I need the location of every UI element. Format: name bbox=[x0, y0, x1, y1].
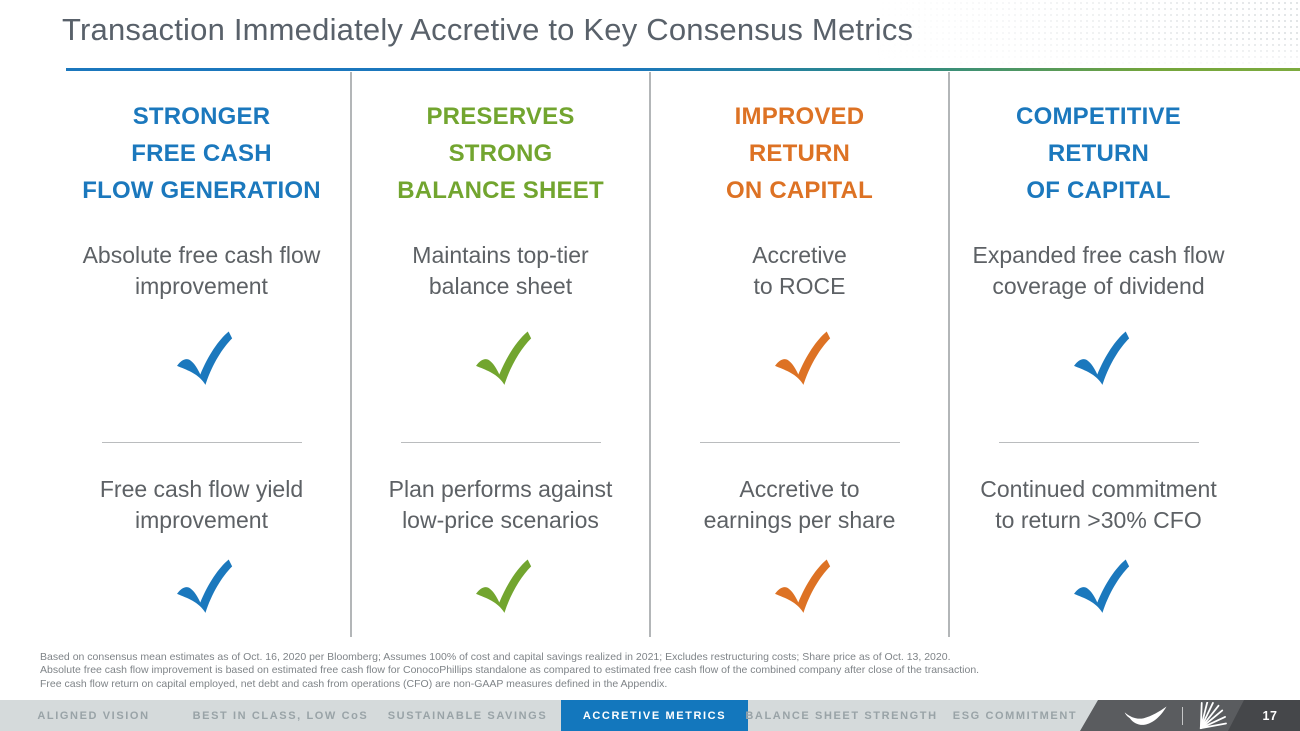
column-item: Absolute free cash flow improvement bbox=[82, 242, 321, 299]
logo-divider bbox=[1182, 706, 1183, 725]
concho-bird-logo bbox=[1124, 705, 1167, 725]
column-header: STRONGER FREE CASH FLOW GENERATION bbox=[82, 103, 321, 204]
column-item: Continued commitment to return >30% CFO bbox=[980, 476, 1217, 533]
column-item: Accretive to earnings per share bbox=[703, 476, 896, 533]
column-item: Accretive to ROCE bbox=[752, 242, 847, 299]
column-item: Maintains top-tier balance sheet bbox=[412, 242, 589, 299]
row-divider bbox=[699, 442, 900, 443]
check-icon bbox=[171, 554, 233, 620]
row-divider bbox=[101, 442, 302, 443]
footnote-line: Based on consensus mean estimates as of … bbox=[40, 651, 951, 663]
tab-esg-commitment[interactable]: ESG COMMITMENT bbox=[952, 709, 1078, 722]
tab-aligned-vision[interactable]: ALIGNED VISION bbox=[37, 709, 150, 722]
footnote-line: Absolute free cash flow improvement is b… bbox=[40, 664, 980, 677]
check-icon bbox=[769, 554, 831, 620]
check-icon bbox=[470, 554, 532, 620]
footnotes: Based on consensus mean estimates as of … bbox=[40, 651, 1270, 691]
column-free-cash-flow: STRONGER FREE CASH FLOW GENERATION Absol… bbox=[53, 72, 352, 637]
tab-accretive-metrics[interactable]: ACCRETIVE METRICS bbox=[561, 700, 748, 731]
dotted-wave-decoration bbox=[820, 0, 1300, 66]
check-icon bbox=[470, 326, 532, 392]
column-item: Plan performs against low-price scenario… bbox=[388, 476, 613, 533]
page-title: Transaction Immediately Accretive to Key… bbox=[62, 12, 914, 47]
check-icon bbox=[769, 326, 831, 392]
tab-sustainable-savings[interactable]: SUSTAINABLE SAVINGS bbox=[387, 709, 548, 722]
metrics-columns: STRONGER FREE CASH FLOW GENERATION Absol… bbox=[53, 72, 1247, 637]
conocophillips-feather-logo bbox=[1199, 701, 1227, 729]
column-return-of-capital: COMPETITIVE RETURN OF CAPITAL Expanded f… bbox=[950, 72, 1247, 637]
check-icon bbox=[1068, 554, 1130, 620]
column-item: Expanded free cash flow coverage of divi… bbox=[972, 242, 1225, 299]
row-divider bbox=[400, 442, 601, 443]
column-header: COMPETITIVE RETURN OF CAPITAL bbox=[1016, 103, 1181, 204]
row-divider bbox=[998, 442, 1199, 443]
page-number: 17 bbox=[1262, 708, 1278, 723]
column-balance-sheet: PRESERVES STRONG BALANCE SHEET Maintains… bbox=[352, 72, 651, 637]
column-item: Free cash flow yield improvement bbox=[99, 476, 304, 533]
section-navbar: ALIGNED VISION BEST IN CLASS, LOW CoS SU… bbox=[0, 700, 1300, 731]
column-header: IMPROVED RETURN ON CAPITAL bbox=[726, 103, 873, 204]
title-underline-rule bbox=[66, 68, 1300, 71]
column-return-on-capital: IMPROVED RETURN ON CAPITAL Accretive to … bbox=[651, 72, 950, 637]
footnote-line: Free cash flow return on capital employe… bbox=[40, 677, 668, 690]
tab-best-in-class-low-cos[interactable]: BEST IN CLASS, LOW CoS bbox=[192, 709, 369, 722]
column-header: PRESERVES STRONG BALANCE SHEET bbox=[397, 103, 604, 204]
tab-balance-sheet-strength[interactable]: BALANCE SHEET STRENGTH bbox=[745, 709, 938, 722]
check-icon bbox=[1068, 326, 1130, 392]
check-icon bbox=[171, 326, 233, 392]
